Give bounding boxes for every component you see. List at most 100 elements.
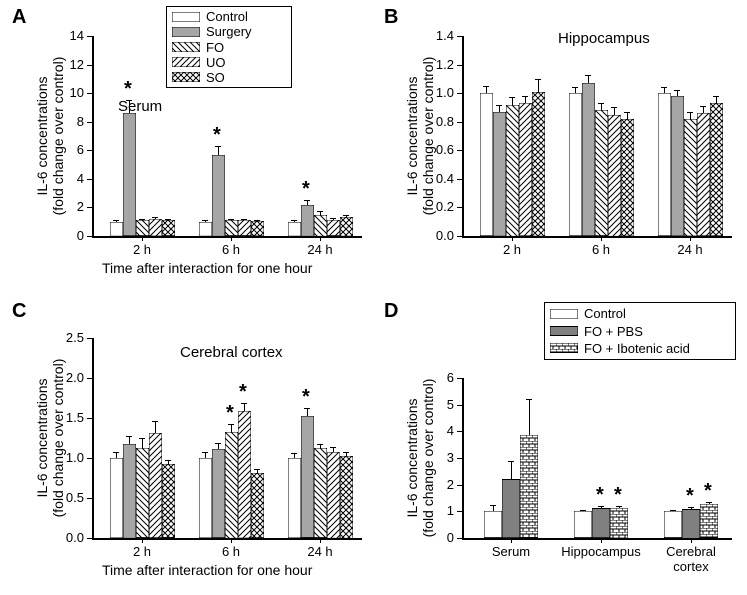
error-cap xyxy=(330,218,336,219)
y-axis xyxy=(92,36,94,236)
y-tick xyxy=(87,179,92,180)
significance-star: * xyxy=(686,485,694,508)
error-bar xyxy=(538,79,539,92)
error-cap xyxy=(254,469,260,470)
legend-swatch xyxy=(172,57,200,67)
bar xyxy=(225,432,238,538)
error-bar xyxy=(529,399,530,435)
y-tick xyxy=(457,431,462,432)
y-axis-label: IL-6 concentrations(fold change over con… xyxy=(404,378,436,538)
bar xyxy=(621,119,634,236)
y-tick xyxy=(87,378,92,379)
bar xyxy=(700,504,718,538)
y-axis-label: IL-6 concentrations(fold change over con… xyxy=(404,36,436,236)
x-tick-label: 2 h xyxy=(472,242,552,257)
legend-swatch xyxy=(172,27,200,37)
bar xyxy=(314,215,327,236)
error-cap xyxy=(509,97,515,98)
legend-swatch xyxy=(172,12,200,22)
x-tick xyxy=(142,236,143,241)
error-cap xyxy=(343,215,349,216)
legend-label: Control xyxy=(584,306,626,321)
significance-star: * xyxy=(239,381,247,404)
y-tick xyxy=(457,405,462,406)
y-axis xyxy=(462,378,464,538)
bar xyxy=(162,220,175,236)
significance-star: * xyxy=(596,484,604,507)
y-axis xyxy=(462,36,464,236)
error-cap xyxy=(572,87,578,88)
bar xyxy=(199,222,212,236)
error-cap xyxy=(611,107,617,108)
error-cap xyxy=(113,220,119,221)
bar xyxy=(520,435,538,538)
legend-label: FO + Ibotenic acid xyxy=(584,341,690,356)
bar xyxy=(288,458,301,538)
bar xyxy=(610,508,628,538)
y-tick xyxy=(457,236,462,237)
bar xyxy=(608,115,621,236)
error-cap xyxy=(202,452,208,453)
y-tick xyxy=(457,207,462,208)
error-cap xyxy=(291,220,297,221)
bar xyxy=(664,511,682,538)
bar xyxy=(149,433,162,538)
bar xyxy=(569,93,582,236)
error-bar xyxy=(525,96,526,103)
significance-star: * xyxy=(302,178,310,201)
x-tick xyxy=(320,236,321,241)
error-cap xyxy=(152,217,158,218)
bar xyxy=(225,220,238,236)
x-tick-label: 2 h xyxy=(102,544,182,559)
x-tick xyxy=(320,538,321,543)
x-tick-label: 6 h xyxy=(561,242,641,257)
error-cap xyxy=(598,103,604,104)
x-tick-label: Serum xyxy=(471,544,551,559)
error-cap xyxy=(674,90,680,91)
x-tick-label: 6 h xyxy=(191,544,271,559)
bar xyxy=(327,220,340,236)
legend-label: UO xyxy=(206,55,226,70)
legend-swatch xyxy=(172,42,200,52)
y-tick xyxy=(457,93,462,94)
y-tick xyxy=(87,338,92,339)
y-tick xyxy=(87,207,92,208)
error-cap xyxy=(496,105,502,106)
bar xyxy=(502,479,520,538)
error-cap xyxy=(580,510,586,511)
bar xyxy=(574,511,592,538)
legend-label: SO xyxy=(206,70,225,85)
error-cap xyxy=(483,86,489,87)
y-tick xyxy=(457,122,462,123)
y-tick xyxy=(87,498,92,499)
x-tick xyxy=(690,236,691,241)
bar xyxy=(506,105,519,236)
chart-title: Hippocampus xyxy=(558,30,650,47)
error-cap xyxy=(343,452,349,453)
bar xyxy=(251,221,264,236)
y-tick xyxy=(87,236,92,237)
error-cap xyxy=(624,112,630,113)
x-tick xyxy=(601,236,602,241)
error-cap xyxy=(585,75,591,76)
x-tick xyxy=(511,538,512,543)
legend-label: FO + PBS xyxy=(584,324,643,339)
error-bar xyxy=(511,461,512,480)
error-bar xyxy=(601,103,602,110)
error-bar xyxy=(486,86,487,93)
error-bar xyxy=(716,96,717,103)
error-cap xyxy=(215,443,221,444)
x-tick xyxy=(601,538,602,543)
y-tick xyxy=(87,93,92,94)
bar xyxy=(340,217,353,236)
error-cap xyxy=(202,220,208,221)
figure-root: A02468101214IL-6 concentrations(fold cha… xyxy=(0,0,747,595)
y-tick xyxy=(457,511,462,512)
x-tick xyxy=(512,236,513,241)
error-bar xyxy=(499,105,500,112)
bar xyxy=(238,411,251,538)
error-cap xyxy=(490,505,496,506)
y-tick xyxy=(457,65,462,66)
bar xyxy=(123,113,136,236)
bar xyxy=(532,92,545,236)
